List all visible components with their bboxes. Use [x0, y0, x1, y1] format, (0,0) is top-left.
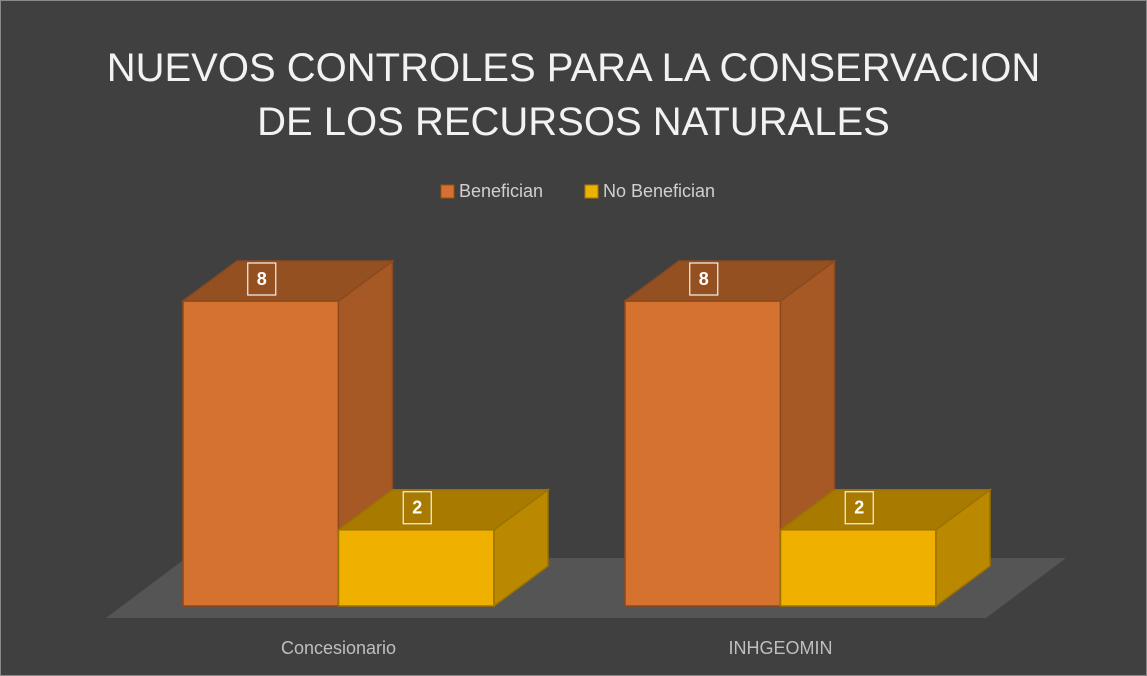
chart-title: NUEVOS CONTROLES PARA LA CONSERVACION DE…: [106, 46, 1041, 144]
data-label: 8: [699, 269, 709, 289]
legend-swatch: [440, 184, 455, 199]
bar-top: [778, 489, 993, 531]
legend-label: Benefician: [459, 181, 543, 201]
data-label-box: [689, 262, 719, 296]
bar-front: [779, 529, 937, 607]
x-tick-label: INHGEOMIN: [728, 638, 832, 658]
legend-label: No Benefician: [603, 181, 715, 201]
data-label-box: [402, 491, 432, 525]
x-tick-label: Concesionario: [281, 638, 396, 658]
data-label: 2: [412, 498, 422, 518]
bar-front: [337, 529, 495, 607]
data-label: 8: [257, 269, 267, 289]
bar-top: [622, 260, 837, 302]
bar-top: [180, 260, 395, 302]
bar-front: [182, 300, 340, 607]
bar-front: [624, 300, 782, 607]
bar-top: [336, 489, 551, 531]
data-label-box: [844, 491, 874, 525]
legend-swatch: [584, 184, 599, 199]
data-label-box: [247, 262, 277, 296]
data-label: 2: [854, 498, 864, 518]
